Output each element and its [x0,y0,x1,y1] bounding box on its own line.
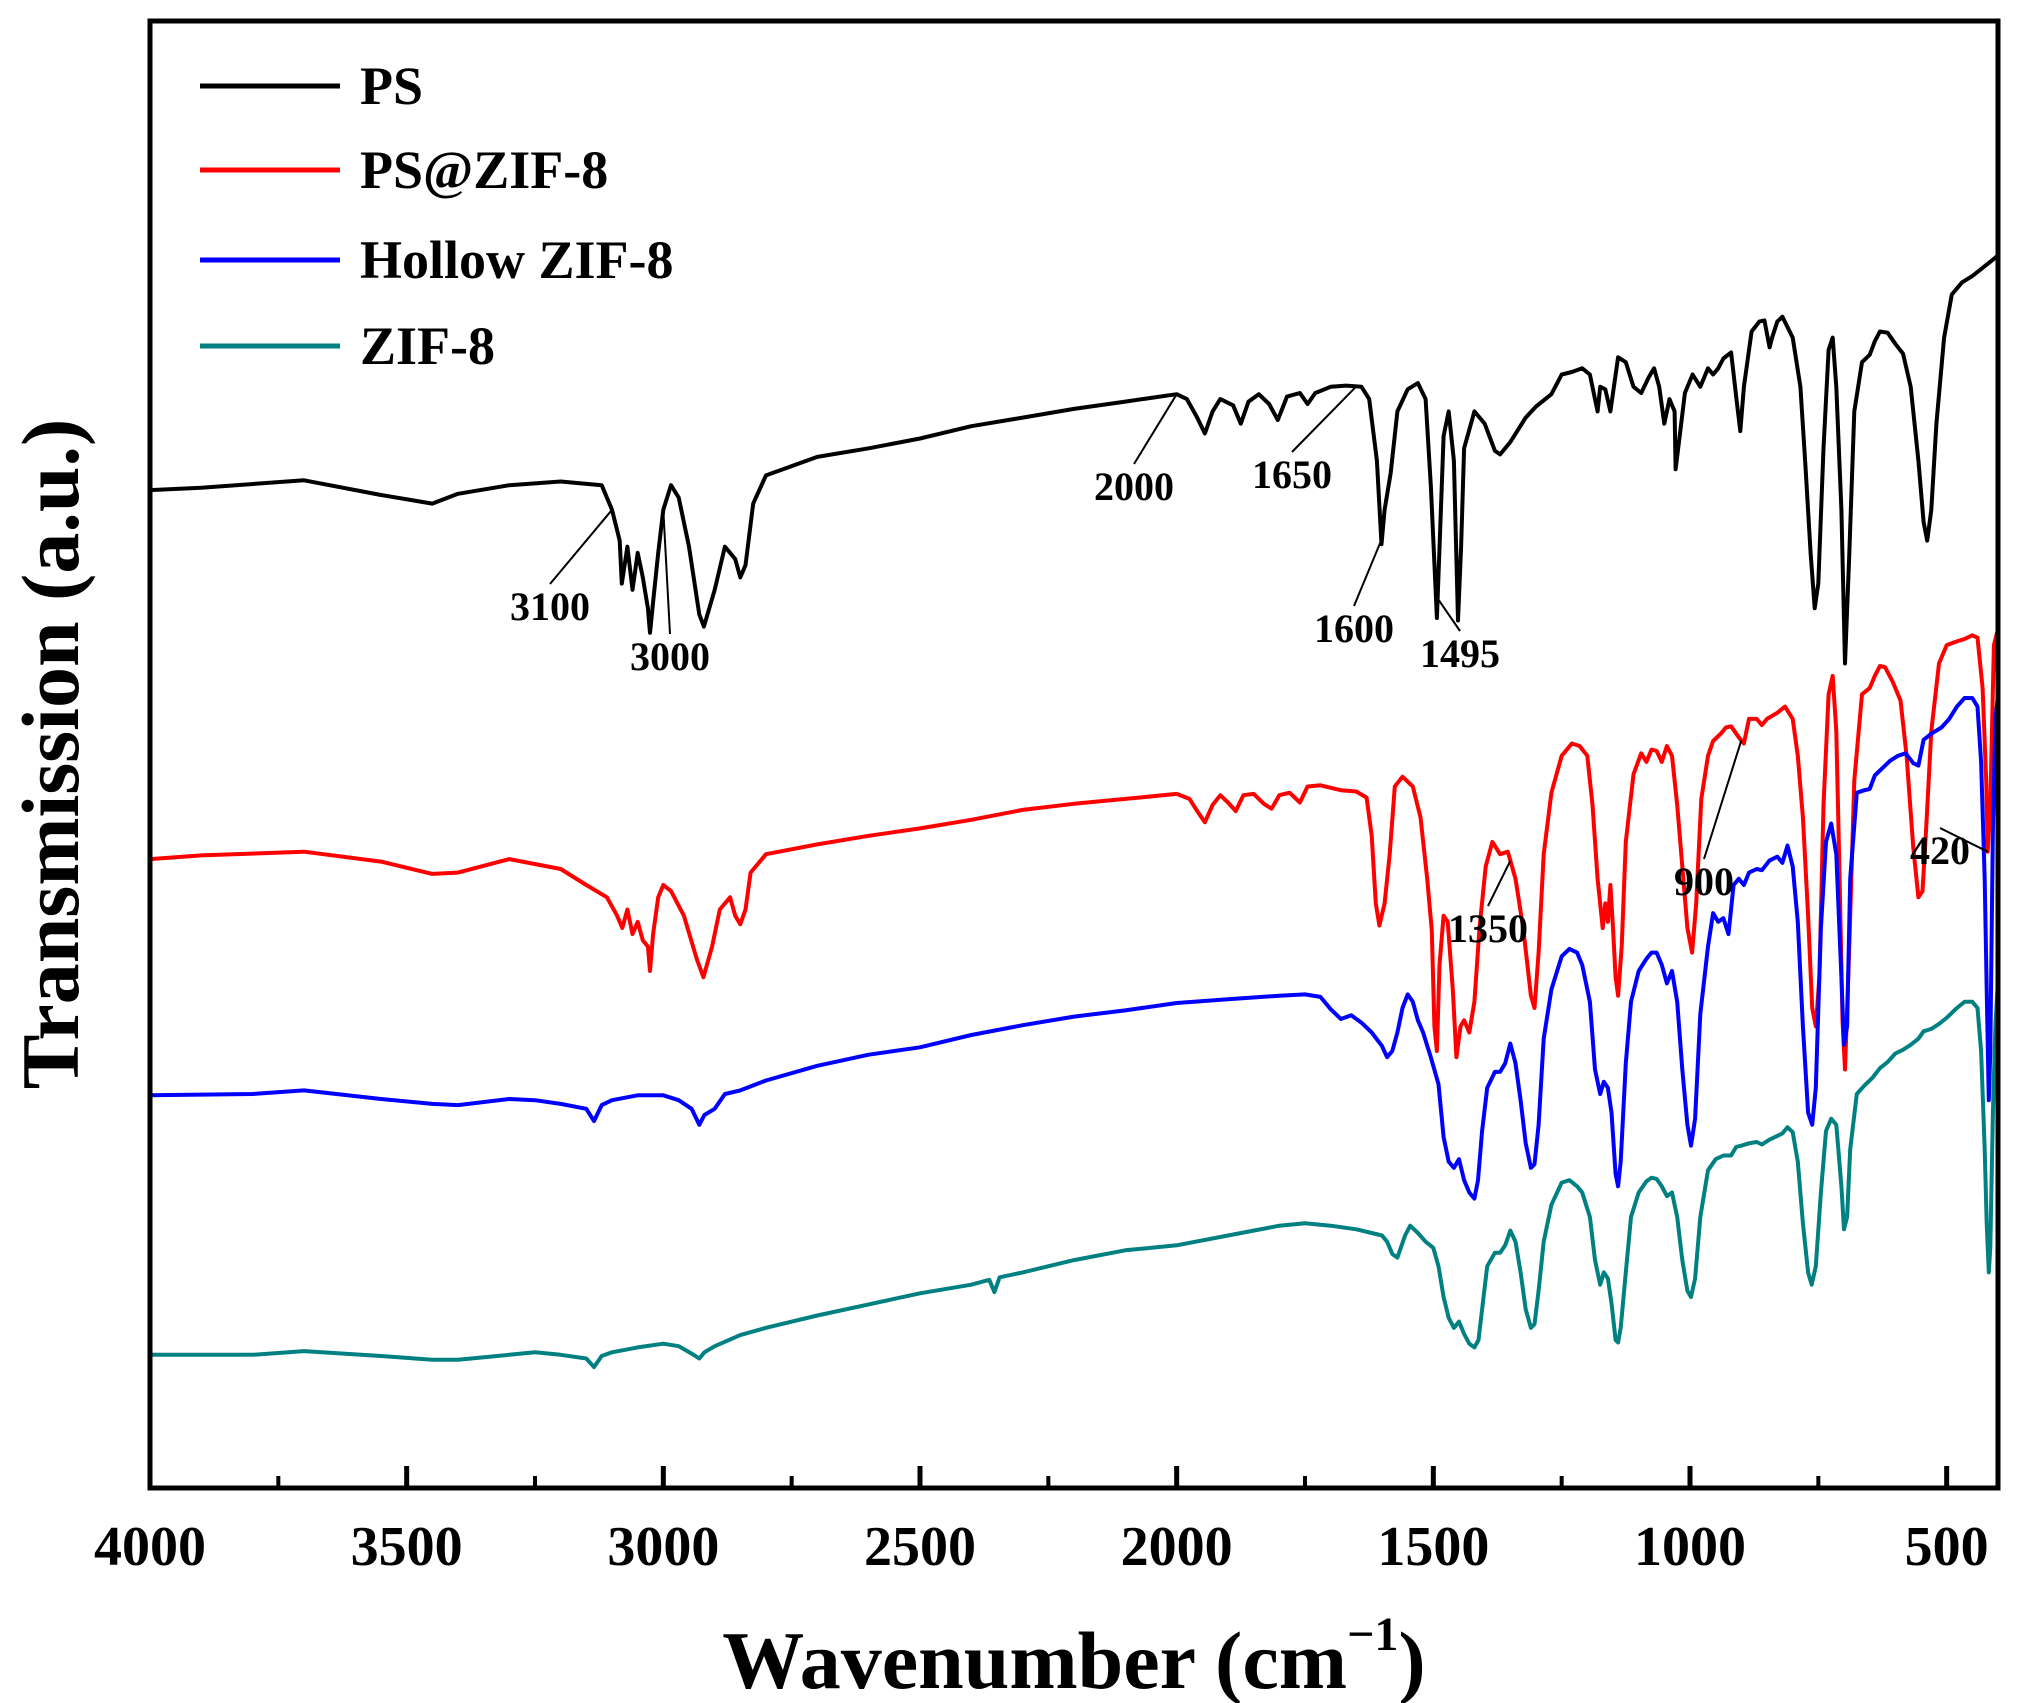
annotation-leader-1495 [1435,595,1461,632]
annotation-leader-1350 [1487,860,1512,907]
annotation-label-420: 420 [1910,828,1970,873]
spectra-group [149,253,2000,1370]
x-axis-title-exponent: −1 [1347,1608,1398,1661]
annotation-label-3000: 3000 [630,634,710,679]
x-tick-label: 3500 [351,1516,463,1578]
legend: PS PS@ZIF-8 Hollow ZIF-8 ZIF-8 [200,56,674,376]
annotation-leader-1600 [1353,538,1383,607]
annotation-leader-3000 [662,509,671,635]
annotation-label-1495: 1495 [1420,631,1500,676]
x-axis-title: Wavenumber (cm−1) [722,1608,1425,1703]
x-tick-label: 500 [1905,1516,1989,1578]
annotation-leader-2000 [1133,393,1178,465]
annotation-label-1350: 1350 [1448,906,1528,951]
y-axis-title: Transmission (a.u.) [5,419,96,1090]
annotation-label-3100: 3100 [510,584,590,629]
x-tick-label: 4000 [94,1516,206,1578]
annotation-label-1650: 1650 [1252,452,1332,497]
x-axis-ticks: 4000 3500 3000 2500 2000 1500 1000 500 [94,1466,1989,1578]
x-tick-label: 1000 [1634,1516,1746,1578]
annotation-leader-900 [1703,740,1743,860]
x-tick-label: 2000 [1121,1516,1233,1578]
annotation-leader-420 [1939,827,1989,853]
annotation-label-2000: 2000 [1094,464,1174,509]
legend-label-ps: PS [360,56,423,116]
x-axis-title-main: Wavenumber (cm [722,1615,1347,1703]
plot-frame [147,18,2001,1491]
x-tick-label: 1500 [1377,1516,1489,1578]
series-line-hollow-zif-8 [149,695,2000,1201]
x-tick-label: 2500 [864,1516,976,1578]
legend-label-hollow-zif8: Hollow ZIF-8 [360,230,674,290]
annotation-leader-1650 [1291,385,1358,453]
annotation-labels: 3100 3000 2000 1650 1600 1495 1350 900 4… [510,452,1970,951]
annotation-leader-3100 [549,509,613,585]
annotation-label-1600: 1600 [1314,606,1394,651]
annotation-leaders [549,385,1989,907]
legend-label-zif8: ZIF-8 [360,316,495,376]
x-axis-title-close: ) [1398,1615,1425,1703]
series-line-zif-8 [150,979,2000,1370]
x-tick-label: 3000 [607,1516,719,1578]
series-line-ps [149,253,2000,666]
legend-label-ps-zif8: PS@ZIF-8 [360,140,608,200]
annotation-label-900: 900 [1674,859,1734,904]
